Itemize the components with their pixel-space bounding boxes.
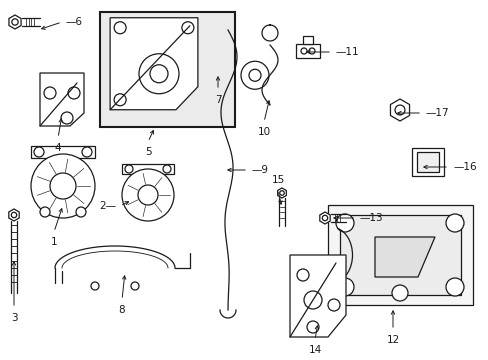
Circle shape: [335, 278, 353, 296]
Bar: [416, 152, 438, 172]
Circle shape: [114, 94, 126, 106]
Circle shape: [322, 215, 327, 221]
Text: —13: —13: [359, 213, 383, 223]
Text: —16: —16: [452, 162, 476, 172]
Text: 8: 8: [119, 305, 125, 315]
Bar: [295, 44, 319, 58]
Circle shape: [12, 19, 18, 25]
Text: 1: 1: [51, 237, 57, 247]
Polygon shape: [319, 212, 329, 224]
Bar: [411, 148, 443, 176]
Circle shape: [91, 282, 99, 290]
Bar: [303, 36, 312, 44]
Circle shape: [150, 65, 168, 83]
Circle shape: [279, 191, 284, 195]
Text: —6: —6: [66, 17, 83, 27]
Bar: [31, 146, 95, 158]
Text: 3: 3: [11, 313, 17, 323]
Circle shape: [182, 22, 193, 34]
Bar: [100, 12, 235, 127]
Bar: [327, 205, 471, 305]
Bar: [339, 215, 460, 295]
Circle shape: [50, 173, 76, 199]
Polygon shape: [40, 73, 84, 126]
Polygon shape: [277, 188, 286, 198]
Text: 10: 10: [257, 127, 270, 137]
Circle shape: [11, 212, 17, 218]
Circle shape: [122, 169, 174, 221]
Circle shape: [306, 321, 318, 333]
Circle shape: [394, 105, 404, 115]
Polygon shape: [374, 237, 434, 277]
Polygon shape: [110, 18, 198, 110]
Circle shape: [138, 185, 158, 205]
Circle shape: [34, 147, 44, 157]
Circle shape: [163, 165, 171, 173]
Circle shape: [44, 87, 56, 99]
Polygon shape: [9, 209, 19, 221]
Circle shape: [241, 61, 268, 89]
Polygon shape: [390, 99, 408, 121]
Polygon shape: [9, 15, 21, 29]
Circle shape: [61, 112, 73, 124]
Circle shape: [391, 285, 407, 301]
Circle shape: [76, 207, 86, 217]
Circle shape: [335, 214, 353, 232]
Circle shape: [114, 22, 126, 34]
Circle shape: [445, 214, 463, 232]
Circle shape: [327, 299, 339, 311]
Circle shape: [296, 269, 308, 281]
Circle shape: [68, 87, 80, 99]
Text: 14: 14: [308, 345, 321, 355]
Text: —9: —9: [251, 165, 268, 175]
Circle shape: [40, 207, 50, 217]
Text: 7: 7: [214, 95, 221, 105]
Text: 4: 4: [55, 143, 61, 153]
Circle shape: [445, 278, 463, 296]
Text: 5: 5: [144, 147, 151, 157]
Circle shape: [301, 48, 306, 54]
Circle shape: [82, 147, 92, 157]
Text: 15: 15: [271, 175, 284, 185]
Circle shape: [304, 291, 321, 309]
Text: 2—: 2—: [99, 201, 116, 211]
Text: —17: —17: [425, 108, 448, 118]
Circle shape: [125, 165, 133, 173]
Polygon shape: [289, 255, 346, 337]
Circle shape: [139, 54, 179, 94]
Text: 12: 12: [386, 335, 399, 345]
Bar: [122, 164, 174, 174]
Circle shape: [308, 48, 314, 54]
Circle shape: [248, 69, 261, 81]
Circle shape: [31, 154, 95, 218]
Circle shape: [131, 282, 139, 290]
Text: —11: —11: [335, 47, 359, 57]
